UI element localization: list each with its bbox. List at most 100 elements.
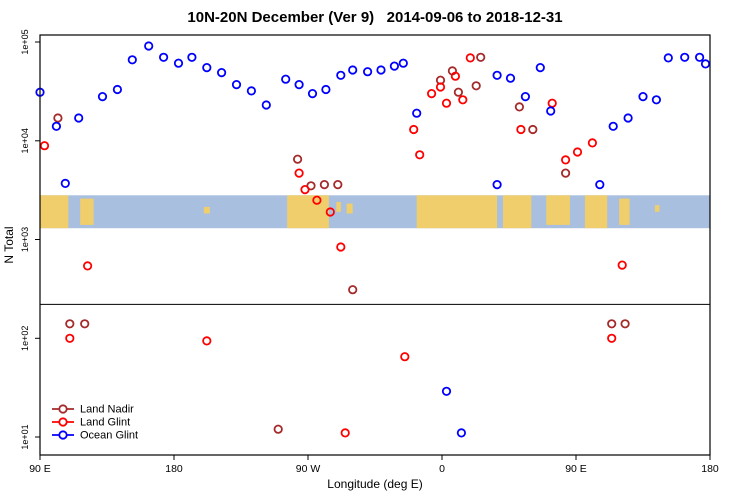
data-point-ocean-glint <box>623 113 633 123</box>
data-point-ocean-glint <box>680 52 690 62</box>
data-point-land-glint <box>426 89 437 99</box>
data-point-ocean-glint <box>60 178 70 188</box>
map-land <box>546 195 570 225</box>
data-point-ocean-glint <box>492 180 502 190</box>
data-point-land-glint <box>617 260 627 270</box>
data-point-ocean-glint <box>281 74 291 84</box>
data-point-ocean-glint <box>362 67 373 77</box>
data-point-land-glint <box>400 352 410 362</box>
data-point-ocean-glint <box>700 59 711 69</box>
map-land <box>503 195 532 229</box>
data-point-ocean-glint <box>217 68 227 78</box>
data-point-ocean-glint <box>441 386 452 396</box>
y-tick-label: 1e+01 <box>20 424 30 449</box>
chart-title: 10N-20N December (Ver 9) 2014-09-06 to 2… <box>187 9 562 26</box>
data-point-ocean-glint <box>51 121 62 131</box>
data-point-land-glint <box>300 185 310 195</box>
data-point-land-glint <box>547 98 557 108</box>
map-land <box>584 195 608 229</box>
x-tick-label: 180 <box>701 463 719 475</box>
data-point-ocean-glint <box>638 92 648 102</box>
data-point-land-glint <box>336 242 346 252</box>
data-point-ocean-glint <box>608 121 618 131</box>
data-point-ocean-glint <box>294 80 304 90</box>
map-land <box>654 205 660 212</box>
data-point-ocean-glint <box>520 92 531 102</box>
map-land <box>80 198 94 225</box>
data-point-land-nadir <box>348 285 358 295</box>
map-land <box>40 195 69 229</box>
data-point-land-glint <box>441 98 452 108</box>
data-point-land-nadir <box>319 180 329 190</box>
legend-symbol <box>58 430 68 440</box>
x-tick-label: 180 <box>165 463 183 475</box>
data-point-ocean-glint <box>595 180 605 190</box>
data-points <box>35 41 711 438</box>
data-point-land-nadir <box>273 424 283 434</box>
data-point-land-nadir <box>620 319 630 329</box>
map-ocean <box>40 195 710 229</box>
data-point-ocean-glint <box>376 65 386 75</box>
data-point-land-glint <box>450 71 460 81</box>
data-point-land-glint <box>83 261 93 271</box>
data-point-ocean-glint <box>246 86 256 96</box>
data-point-land-glint <box>409 124 419 135</box>
y-tick-label: 1e+05 <box>20 29 30 54</box>
data-point-land-glint <box>435 82 446 92</box>
data-point-land-glint <box>294 168 304 178</box>
data-point-land-glint <box>560 155 571 165</box>
data-point-land-glint <box>465 53 475 63</box>
data-point-ocean-glint <box>456 428 466 438</box>
data-point-land-glint <box>312 195 322 205</box>
data-point-ocean-glint <box>492 70 502 80</box>
data-point-land-glint <box>516 124 526 135</box>
map-land <box>619 198 630 225</box>
data-point-land-nadir <box>514 102 525 112</box>
x-tick-label: 90 W <box>296 463 321 475</box>
data-point-ocean-glint <box>336 70 346 80</box>
data-point-ocean-glint <box>663 53 673 63</box>
data-point-ocean-glint <box>187 52 197 62</box>
x-axis-label: Longitude (deg E) <box>327 477 422 491</box>
data-point-ocean-glint <box>97 92 108 102</box>
data-point-ocean-glint <box>74 113 84 123</box>
data-point-land-nadir <box>560 168 571 178</box>
data-point-land-glint <box>415 150 425 160</box>
legend-symbol <box>58 417 68 427</box>
data-point-ocean-glint <box>651 95 662 105</box>
data-point-ocean-glint <box>307 89 318 99</box>
data-point-ocean-glint <box>159 52 169 62</box>
x-tick-label: 90 E <box>29 463 51 475</box>
y-axis-label: N Total <box>2 226 16 263</box>
data-point-land-glint <box>325 207 335 217</box>
data-point-land-nadir <box>292 154 303 164</box>
x-tick-label: 90 E <box>565 463 587 475</box>
data-point-ocean-glint <box>535 62 545 73</box>
y-tick-label: 1e+03 <box>20 227 30 252</box>
data-point-land-glint <box>607 333 617 343</box>
data-point-ocean-glint <box>173 58 184 68</box>
legend-symbol <box>58 404 68 414</box>
data-point-ocean-glint <box>127 55 137 65</box>
legend-label: Land Nadir <box>80 404 134 416</box>
y-tick-label: 1e+02 <box>20 326 30 351</box>
data-point-land-nadir <box>333 180 343 190</box>
data-point-ocean-glint <box>546 106 556 116</box>
map-band <box>40 195 710 305</box>
data-point-ocean-glint <box>505 73 516 83</box>
map-land <box>336 201 341 212</box>
y-tick-label: 1e+04 <box>20 128 30 153</box>
map-land <box>346 203 353 214</box>
data-point-land-nadir <box>471 81 481 91</box>
legend-label: Ocean Glint <box>80 430 138 442</box>
data-point-land-nadir <box>53 113 63 123</box>
legend-label: Land Glint <box>80 417 130 429</box>
data-point-land-nadir <box>476 52 486 62</box>
data-point-ocean-glint <box>398 58 408 68</box>
data-point-land-nadir <box>607 319 617 329</box>
plot-frame <box>39 34 711 456</box>
data-point-ocean-glint <box>389 61 399 71</box>
